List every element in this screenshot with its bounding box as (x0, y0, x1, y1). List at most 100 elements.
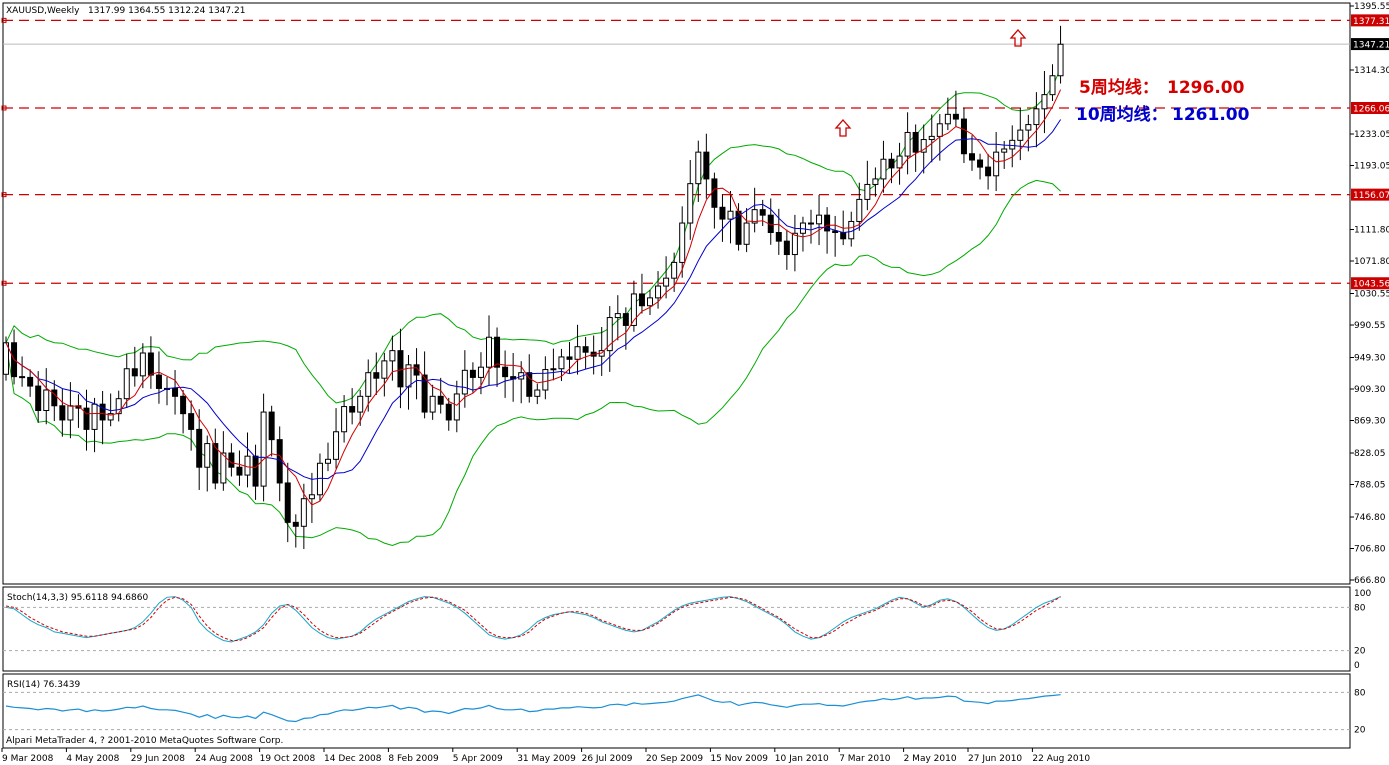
stoch-y-tick-1: 80 (1354, 603, 1366, 613)
candle-61 (494, 327, 501, 387)
candle-111 (896, 142, 903, 185)
candle-26 (212, 428, 219, 490)
candle-body-58 (469, 369, 476, 378)
candle-86 (695, 140, 702, 202)
ma5-line (5, 89, 1062, 506)
candle-body-113 (912, 131, 919, 153)
candle-45 (365, 359, 372, 412)
candle-50 (405, 355, 412, 410)
panel-frame-1 (2, 586, 1351, 672)
support-label-box-1 (1351, 101, 1389, 114)
rsi-title: RSI(14) 76.3439 (7, 680, 80, 690)
current-price-label: 1347.21 (1353, 41, 1389, 51)
candle-body-34 (276, 439, 283, 484)
y-tick-label-13: 869.30 (1354, 417, 1386, 427)
candle-body-57 (461, 369, 468, 395)
candle-6 (51, 380, 58, 422)
bollinger-bands (5, 67, 1062, 547)
candle-100 (808, 209, 814, 244)
y-tick-label-12: 909.30 (1354, 385, 1386, 395)
stoch-y-tick-2: 20 (1354, 647, 1366, 657)
candle-98 (791, 214, 798, 272)
candle-106 (856, 182, 863, 231)
candle-body-18 (147, 352, 154, 376)
support-label-box-3 (1351, 277, 1389, 290)
candle-34 (276, 426, 283, 502)
candle-77 (622, 307, 629, 350)
candle-body-39 (316, 462, 323, 496)
candle-body-40 (325, 458, 331, 464)
candle-90 (727, 191, 734, 244)
candle-118 (952, 90, 959, 127)
support-marker-2 (1, 192, 7, 198)
candle-body-121 (977, 159, 984, 168)
ma5-label: 5周均线： (1079, 77, 1159, 98)
y-tick-label-4: 1233.05 (1354, 130, 1389, 140)
support-label-1: 1266.06 (1353, 104, 1389, 114)
candle-112 (904, 112, 911, 175)
candle-body-11 (91, 403, 98, 430)
candle-43 (349, 388, 356, 425)
candle-body-109 (880, 158, 887, 180)
candle-body-69 (558, 356, 565, 370)
candle-23 (188, 400, 195, 451)
candle-body-23 (188, 413, 195, 430)
candle-36 (292, 514, 299, 548)
candle-57 (461, 350, 468, 408)
candle-body-129 (1041, 94, 1048, 110)
candle-body-66 (534, 389, 541, 397)
y-tick-label-14: 828.05 (1354, 449, 1386, 459)
stoch-title: Stoch(14,3,3) 95.6118 94.6860 (7, 593, 148, 603)
x-tick-label-15: 27 Jun 2010 (968, 754, 1022, 764)
y-tick-label-11: 949.30 (1354, 353, 1386, 363)
candle-body-92 (743, 222, 750, 245)
candle-89 (719, 194, 726, 242)
candle-body-103 (832, 230, 839, 233)
candle-body-88 (711, 178, 718, 208)
candle-body-51 (413, 364, 420, 376)
candle-body-87 (703, 151, 710, 180)
candle-body-25 (204, 443, 211, 468)
candle-body-78 (630, 293, 637, 326)
candle-body-111 (896, 155, 903, 169)
up-arrows (834, 29, 1027, 137)
candle-body-24 (196, 428, 203, 468)
support-marker-3 (1, 280, 7, 286)
rsi-line (5, 694, 1061, 723)
candle-body-47 (381, 360, 388, 379)
candle-body-93 (751, 209, 758, 224)
candle-body-81 (655, 285, 662, 299)
candle-body-7 (59, 405, 66, 421)
candle-102 (824, 207, 831, 254)
support-marker-0 (1, 17, 7, 23)
candle-body-27 (220, 452, 227, 484)
candle-128 (1033, 92, 1040, 148)
candle-109 (880, 140, 887, 193)
candle-113 (912, 124, 919, 172)
y-tick-label-8: 1071.80 (1354, 257, 1389, 267)
support-marker-1 (1, 105, 7, 111)
candle-64 (518, 361, 525, 404)
candle-body-119 (960, 118, 967, 155)
candle-7 (59, 389, 66, 437)
candle-122 (985, 153, 992, 190)
candle-39 (316, 453, 323, 502)
candle-body-70 (566, 356, 573, 360)
candle-body-99 (799, 222, 806, 234)
stoch-main-line (5, 596, 1061, 643)
candle-99 (799, 216, 806, 252)
candle-body-28 (228, 452, 235, 468)
candle-127 (1025, 114, 1032, 152)
candle-87 (703, 133, 710, 199)
candle-body-0 (3, 342, 9, 375)
candle-body-53 (429, 395, 436, 413)
candle-body-94 (759, 209, 766, 216)
x-tick-label-12: 10 Jan 2010 (775, 754, 829, 764)
candle-28 (228, 443, 235, 477)
candle-body-128 (1033, 108, 1040, 126)
candle-body-22 (180, 395, 187, 415)
ma10-line (5, 119, 1062, 480)
candle-body-36 (292, 521, 299, 527)
candle-body-30 (244, 455, 251, 476)
candle-body-44 (357, 395, 364, 413)
